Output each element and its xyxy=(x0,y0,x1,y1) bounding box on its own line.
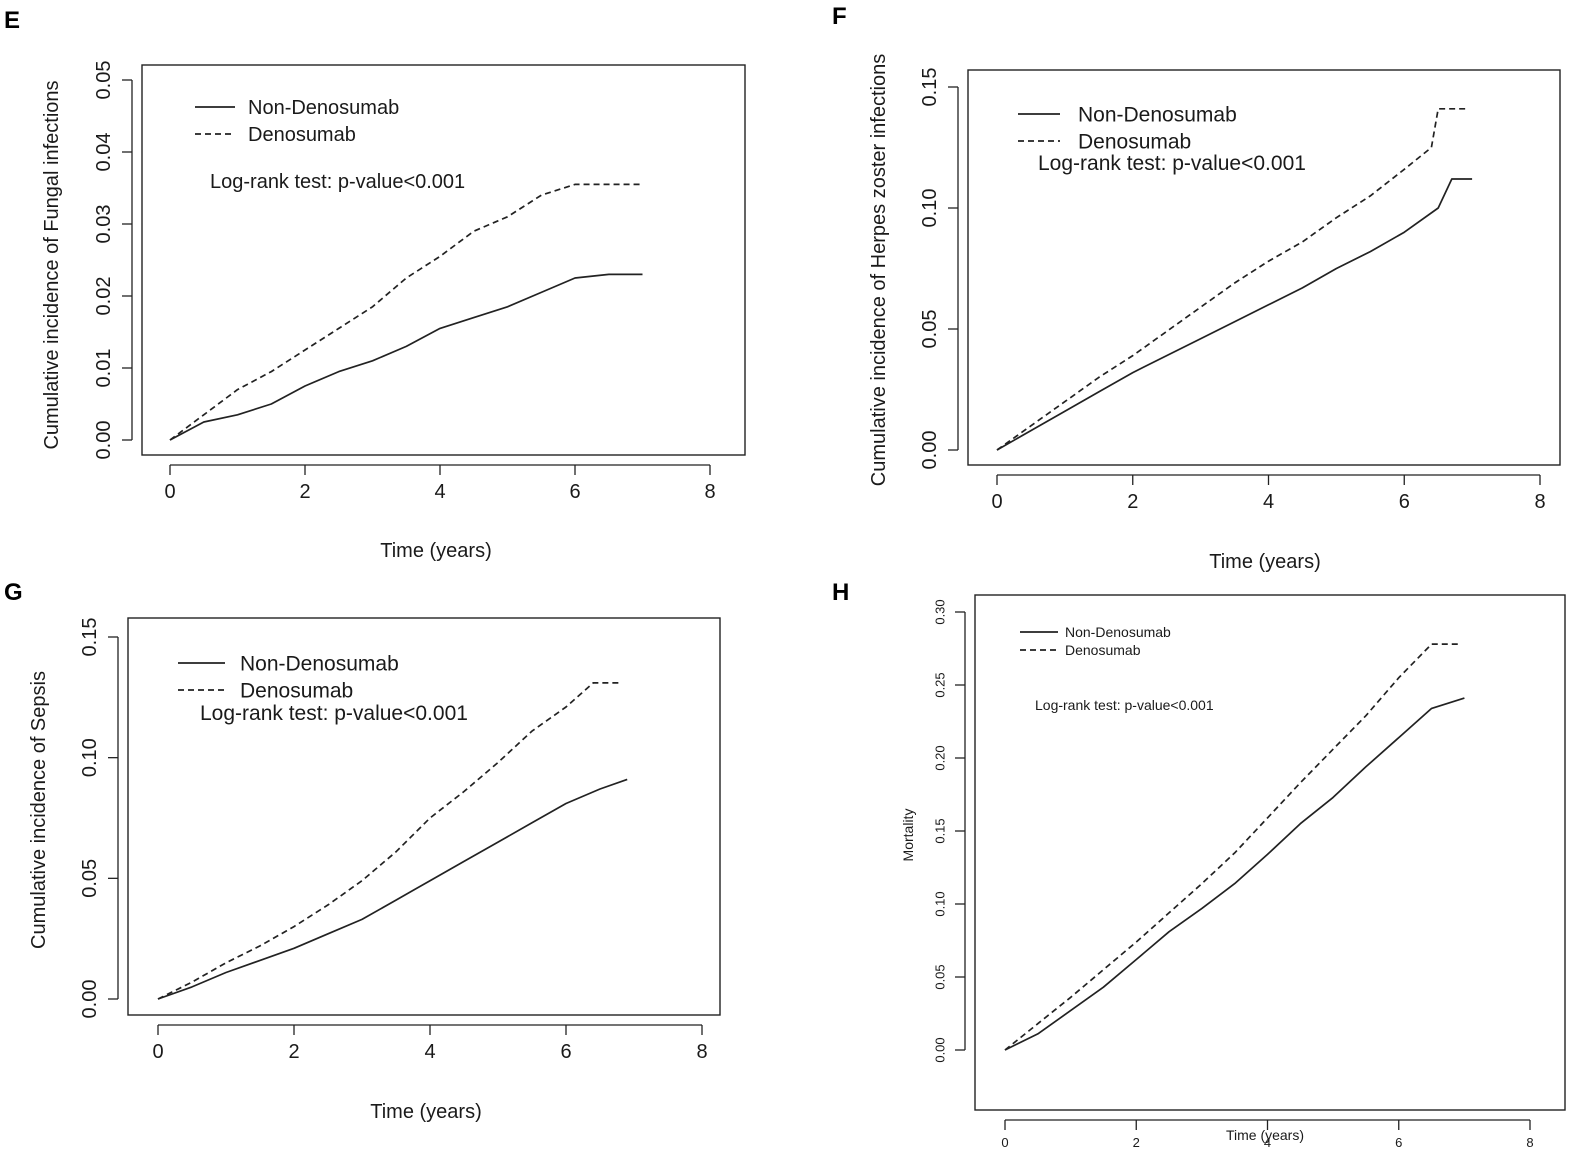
panel-g-y-tick-label: 0.00 xyxy=(79,980,101,1019)
panel-f-annotation: Log-rank test: p-value<0.001 xyxy=(1038,152,1306,175)
panel-f-series-denosumab xyxy=(996,107,1466,451)
panel-e-y-axis-title: Cumulative incidence of Fungal infection… xyxy=(41,80,63,449)
panel-h-y-tick-label: 0.00 xyxy=(932,1037,947,1062)
panel-h-y-axis-title: Mortality xyxy=(900,809,916,862)
panel-f-y-tick-label: 0.00 xyxy=(919,431,941,470)
panel-e-legend-label: Non-Denosumab xyxy=(248,97,399,119)
panel-g-annotation: Log-rank test: p-value<0.001 xyxy=(200,702,468,725)
panel-h-y-tick-label: 0.25 xyxy=(932,672,947,697)
panel-h-series-non-denosumab xyxy=(1004,697,1465,1051)
panel-h-y-tick-label: 0.30 xyxy=(932,599,947,624)
panel-g-series-denosumab xyxy=(157,682,621,1000)
panel-e-x-tick-label: 8 xyxy=(704,481,715,503)
panel-g-y-axis-title: Cumulative incidence of Sepsis xyxy=(28,671,50,949)
panel-e-annotation: Log-rank test: p-value<0.001 xyxy=(210,171,465,193)
panel-g-y-tick-label: 0.15 xyxy=(79,618,101,657)
panel-h-y-tick-label: 0.05 xyxy=(932,964,947,989)
panel-g-plot-frame xyxy=(127,617,721,1016)
panel-f-y-tick-label: 0.15 xyxy=(919,68,941,107)
panel-f-x-tick-label: 2 xyxy=(1127,491,1138,513)
panel-e-y-tick-label: 0.05 xyxy=(93,61,115,100)
panel-h-annotation: Log-rank test: p-value<0.001 xyxy=(1035,697,1214,713)
panel-f-x-tick-label: 4 xyxy=(1263,491,1274,513)
panel-h-x-tick-label: 2 xyxy=(1133,1135,1140,1150)
panel-g-series-non-denosumab xyxy=(157,778,628,1000)
panel-h-y-tick-label: 0.15 xyxy=(932,818,947,843)
panel-e-series-non-denosumab xyxy=(169,273,643,441)
panel-h-plot-frame xyxy=(974,594,1566,1111)
panel-e-y-tick-label: 0.03 xyxy=(93,205,115,244)
panel-e-series-denosumab xyxy=(169,183,643,441)
panel-e-y-tick-label: 0.02 xyxy=(93,277,115,316)
panel-h-x-tick-label: 8 xyxy=(1526,1135,1533,1150)
panel-f-series-non-denosumab xyxy=(996,178,1473,451)
panel-e-x-tick-label: 0 xyxy=(164,481,175,503)
panel-f-letter: F xyxy=(832,3,847,30)
panel-g-x-tick-label: 8 xyxy=(696,1041,707,1063)
panel-g-x-tick-label: 2 xyxy=(288,1041,299,1063)
panel-f-y-axis-title: Cumulative incidence of Herpes zoster in… xyxy=(868,54,890,486)
panel-g-legend-label: Denosumab xyxy=(240,679,353,702)
panel-h-x-tick-label: 4 xyxy=(1264,1135,1271,1150)
panel-f-plot-frame xyxy=(967,69,1561,466)
panel-e-plot-frame xyxy=(141,64,746,456)
panel-e-x-tick-label: 4 xyxy=(434,481,445,503)
panel-h-legend-label: Denosumab xyxy=(1065,642,1141,658)
panel-g-x-axis-title: Time (years) xyxy=(370,1101,481,1123)
panel-g-y-tick-label: 0.10 xyxy=(79,738,101,777)
panel-g-x-tick-label: 4 xyxy=(424,1041,435,1063)
panel-h-legend-label: Non-Denosumab xyxy=(1065,624,1171,640)
panel-e-y-tick-label: 0.00 xyxy=(93,421,115,460)
panel-f-y-tick-label: 0.05 xyxy=(919,310,941,349)
panel-h-y-tick-label: 0.20 xyxy=(932,745,947,770)
panel-e-x-tick-label: 2 xyxy=(299,481,310,503)
panel-f-x-axis-title: Time (years) xyxy=(1209,551,1320,573)
panel-e-y-tick-label: 0.04 xyxy=(93,133,115,172)
panel-g-x-tick-label: 0 xyxy=(152,1041,163,1063)
panel-f-y-tick-label: 0.10 xyxy=(919,189,941,228)
panel-e-y-tick-label: 0.01 xyxy=(93,349,115,388)
panel-f-x-tick-label: 6 xyxy=(1399,491,1410,513)
panel-e-x-tick-label: 6 xyxy=(569,481,580,503)
panel-f-x-tick-label: 0 xyxy=(991,491,1002,513)
panel-h-x-tick-label: 0 xyxy=(1001,1135,1008,1150)
panel-h-letter: H xyxy=(832,579,849,606)
panel-e-legend-label: Denosumab xyxy=(248,124,356,146)
panel-g-letter: G xyxy=(4,579,23,606)
panel-h-series-denosumab xyxy=(1004,643,1458,1051)
panel-h-x-tick-label: 6 xyxy=(1395,1135,1402,1150)
panel-g-legend-label: Non-Denosumab xyxy=(240,652,399,675)
panel-e-x-axis-title: Time (years) xyxy=(380,540,491,562)
panel-f-legend-label: Non-Denosumab xyxy=(1078,103,1237,126)
panel-f-x-tick-label: 8 xyxy=(1534,491,1545,513)
panel-g-x-tick-label: 6 xyxy=(560,1041,571,1063)
panel-h-y-tick-label: 0.10 xyxy=(932,891,947,916)
panel-f-legend-label: Denosumab xyxy=(1078,130,1191,153)
panel-h-x-axis-title: Time (years) xyxy=(1226,1127,1304,1143)
panel-g-y-tick-label: 0.05 xyxy=(79,859,101,898)
panel-e-letter: E xyxy=(4,7,20,34)
